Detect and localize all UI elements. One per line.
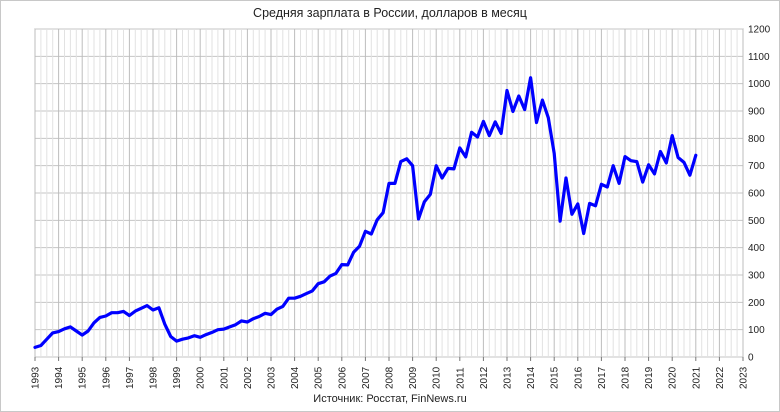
x-tick-label: 2002 (243, 366, 254, 389)
y-tick-label: 100 (748, 325, 765, 336)
x-tick-label: 2020 (668, 366, 679, 389)
series-layer (33, 76, 698, 349)
y-tick-label: 200 (748, 298, 765, 309)
x-tick-label: 1995 (78, 366, 89, 389)
x-tick-label: 1999 (172, 366, 183, 389)
x-tick-label: 2003 (267, 366, 278, 389)
y-tick-label: 600 (748, 189, 765, 200)
x-tick-label: 2017 (597, 366, 608, 389)
x-tick-label: 2011 (455, 367, 466, 389)
chart-title: Средняя зарплата в России, долларов в ме… (253, 6, 527, 20)
x-tick-label: 2022 (715, 366, 726, 389)
y-tick-label: 1200 (748, 25, 771, 36)
x-tick-label: 2006 (337, 366, 348, 389)
y-tick-label: 400 (748, 243, 765, 254)
x-tick-label: 2014 (526, 366, 537, 389)
x-tick-label: 2012 (479, 366, 490, 389)
x-tick-label: 2018 (621, 366, 632, 389)
y-tick-label: 800 (748, 134, 765, 145)
y-tick-label: 1000 (748, 79, 771, 90)
x-tick-label: 1997 (125, 366, 136, 389)
axes: 0 100 200 300 400 500 600 700 800 900 1000 1100 1200… (31, 25, 771, 390)
y-tick-label: 700 (748, 161, 765, 172)
x-tick-label: 2004 (290, 366, 301, 389)
x-tick-label: 2009 (408, 366, 419, 389)
x-tick-label: 2016 (573, 366, 584, 389)
y-tick-label: 900 (748, 107, 765, 118)
y-tick-label: 0 (748, 353, 754, 364)
x-tick-label: 2019 (644, 366, 655, 389)
x-tick-label: 2001 (219, 366, 230, 389)
x-tick-label: 2023 (739, 366, 750, 389)
x-tick-label: 1993 (31, 366, 42, 389)
x-tick-label: 2021 (691, 366, 702, 389)
x-tick-label: 2007 (361, 366, 372, 389)
y-tick-label: 1100 (748, 52, 770, 63)
y-tick-label: 500 (748, 216, 765, 227)
y-tick-label: 300 (748, 271, 765, 282)
x-tick-label: 2010 (432, 366, 443, 389)
x-tick-label: 1996 (101, 366, 112, 389)
chart-source: Источник: Росстат, FinNews.ru (313, 393, 467, 405)
x-tick-label: 1998 (149, 366, 160, 389)
series-line (33, 76, 698, 349)
x-tick-label: 1994 (54, 366, 65, 389)
x-tick-label: 2005 (314, 366, 325, 389)
x-tick-label: 2015 (550, 366, 561, 389)
x-tick-label: 2008 (385, 366, 396, 389)
x-tick-label: 2013 (503, 366, 514, 389)
x-tick-label: 2000 (196, 366, 207, 389)
